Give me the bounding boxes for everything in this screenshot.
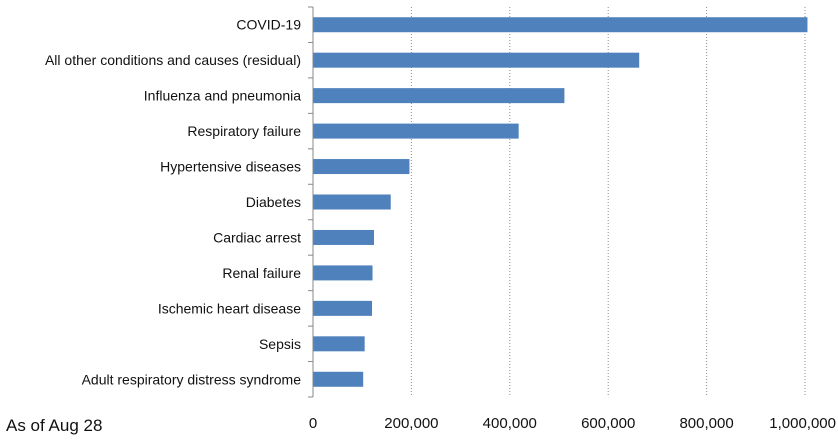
category-label-4: Hypertensive diseases — [160, 159, 301, 175]
x-tick-label-0: 0 — [309, 415, 317, 432]
bar-2 — [313, 88, 565, 104]
axes — [308, 6, 314, 398]
x-tick-label-3: 600,000 — [581, 415, 635, 432]
category-label-9: Sepsis — [259, 336, 301, 352]
bar-7 — [313, 265, 373, 281]
x-tick-label-4: 800,000 — [679, 415, 733, 432]
category-label-1: All other conditions and causes (residua… — [45, 52, 301, 68]
x-tick-label-1: 200,000 — [384, 415, 438, 432]
category-label-0: COVID-19 — [236, 17, 301, 33]
bar-3 — [313, 123, 519, 139]
bar-4 — [313, 159, 410, 175]
x-tick-labels: 0 200,000 400,000 600,000 800,000 1,000,000 — [309, 415, 836, 432]
category-label-5: Diabetes — [246, 194, 301, 210]
x-tick-label-5: 1,000,000 — [769, 415, 836, 432]
category-label-10: Adult respiratory distress syndrome — [82, 371, 302, 387]
category-label-2: Influenza and pneumonia — [144, 88, 301, 104]
bars — [313, 17, 808, 387]
category-label-7: Renal failure — [222, 265, 301, 281]
bar-9 — [313, 336, 365, 352]
bar-8 — [313, 300, 373, 316]
date-note: As of Aug 28 — [6, 416, 103, 435]
category-label-6: Cardiac arrest — [213, 229, 301, 245]
bar-6 — [313, 229, 375, 245]
category-label-8: Ischemic heart disease — [158, 300, 301, 316]
bar-10 — [313, 371, 364, 387]
category-label-3: Respiratory failure — [187, 123, 301, 139]
bar-5 — [313, 194, 391, 210]
bar-1 — [313, 52, 640, 68]
x-tick-label-2: 400,000 — [483, 415, 537, 432]
category-labels: COVID-19 All other conditions and causes … — [45, 17, 301, 388]
bar-0 — [313, 17, 808, 33]
grid-lines — [410, 7, 806, 397]
